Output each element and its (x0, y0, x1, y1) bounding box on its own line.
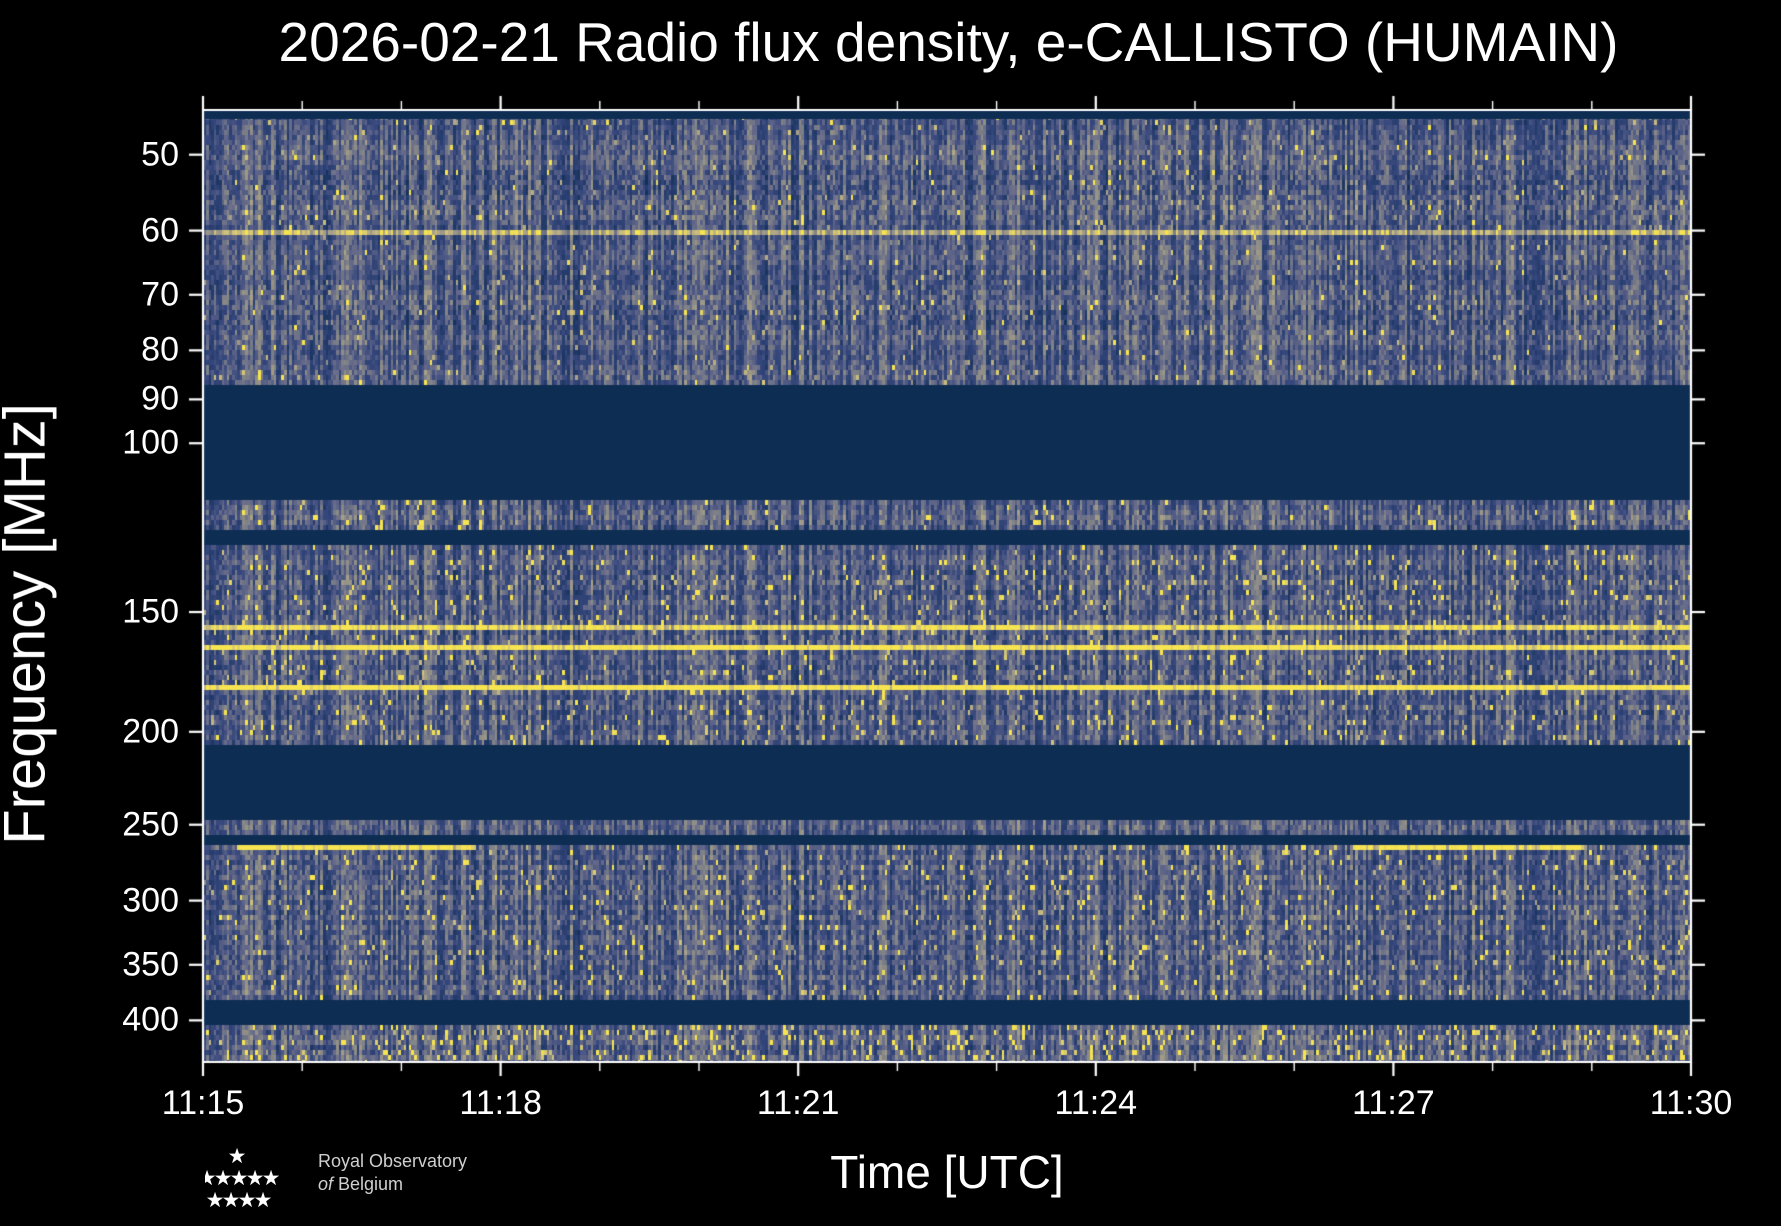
svg-text:★: ★ (228, 1146, 247, 1168)
svg-text:★: ★ (262, 1166, 281, 1190)
svg-text:★: ★ (254, 1188, 273, 1211)
